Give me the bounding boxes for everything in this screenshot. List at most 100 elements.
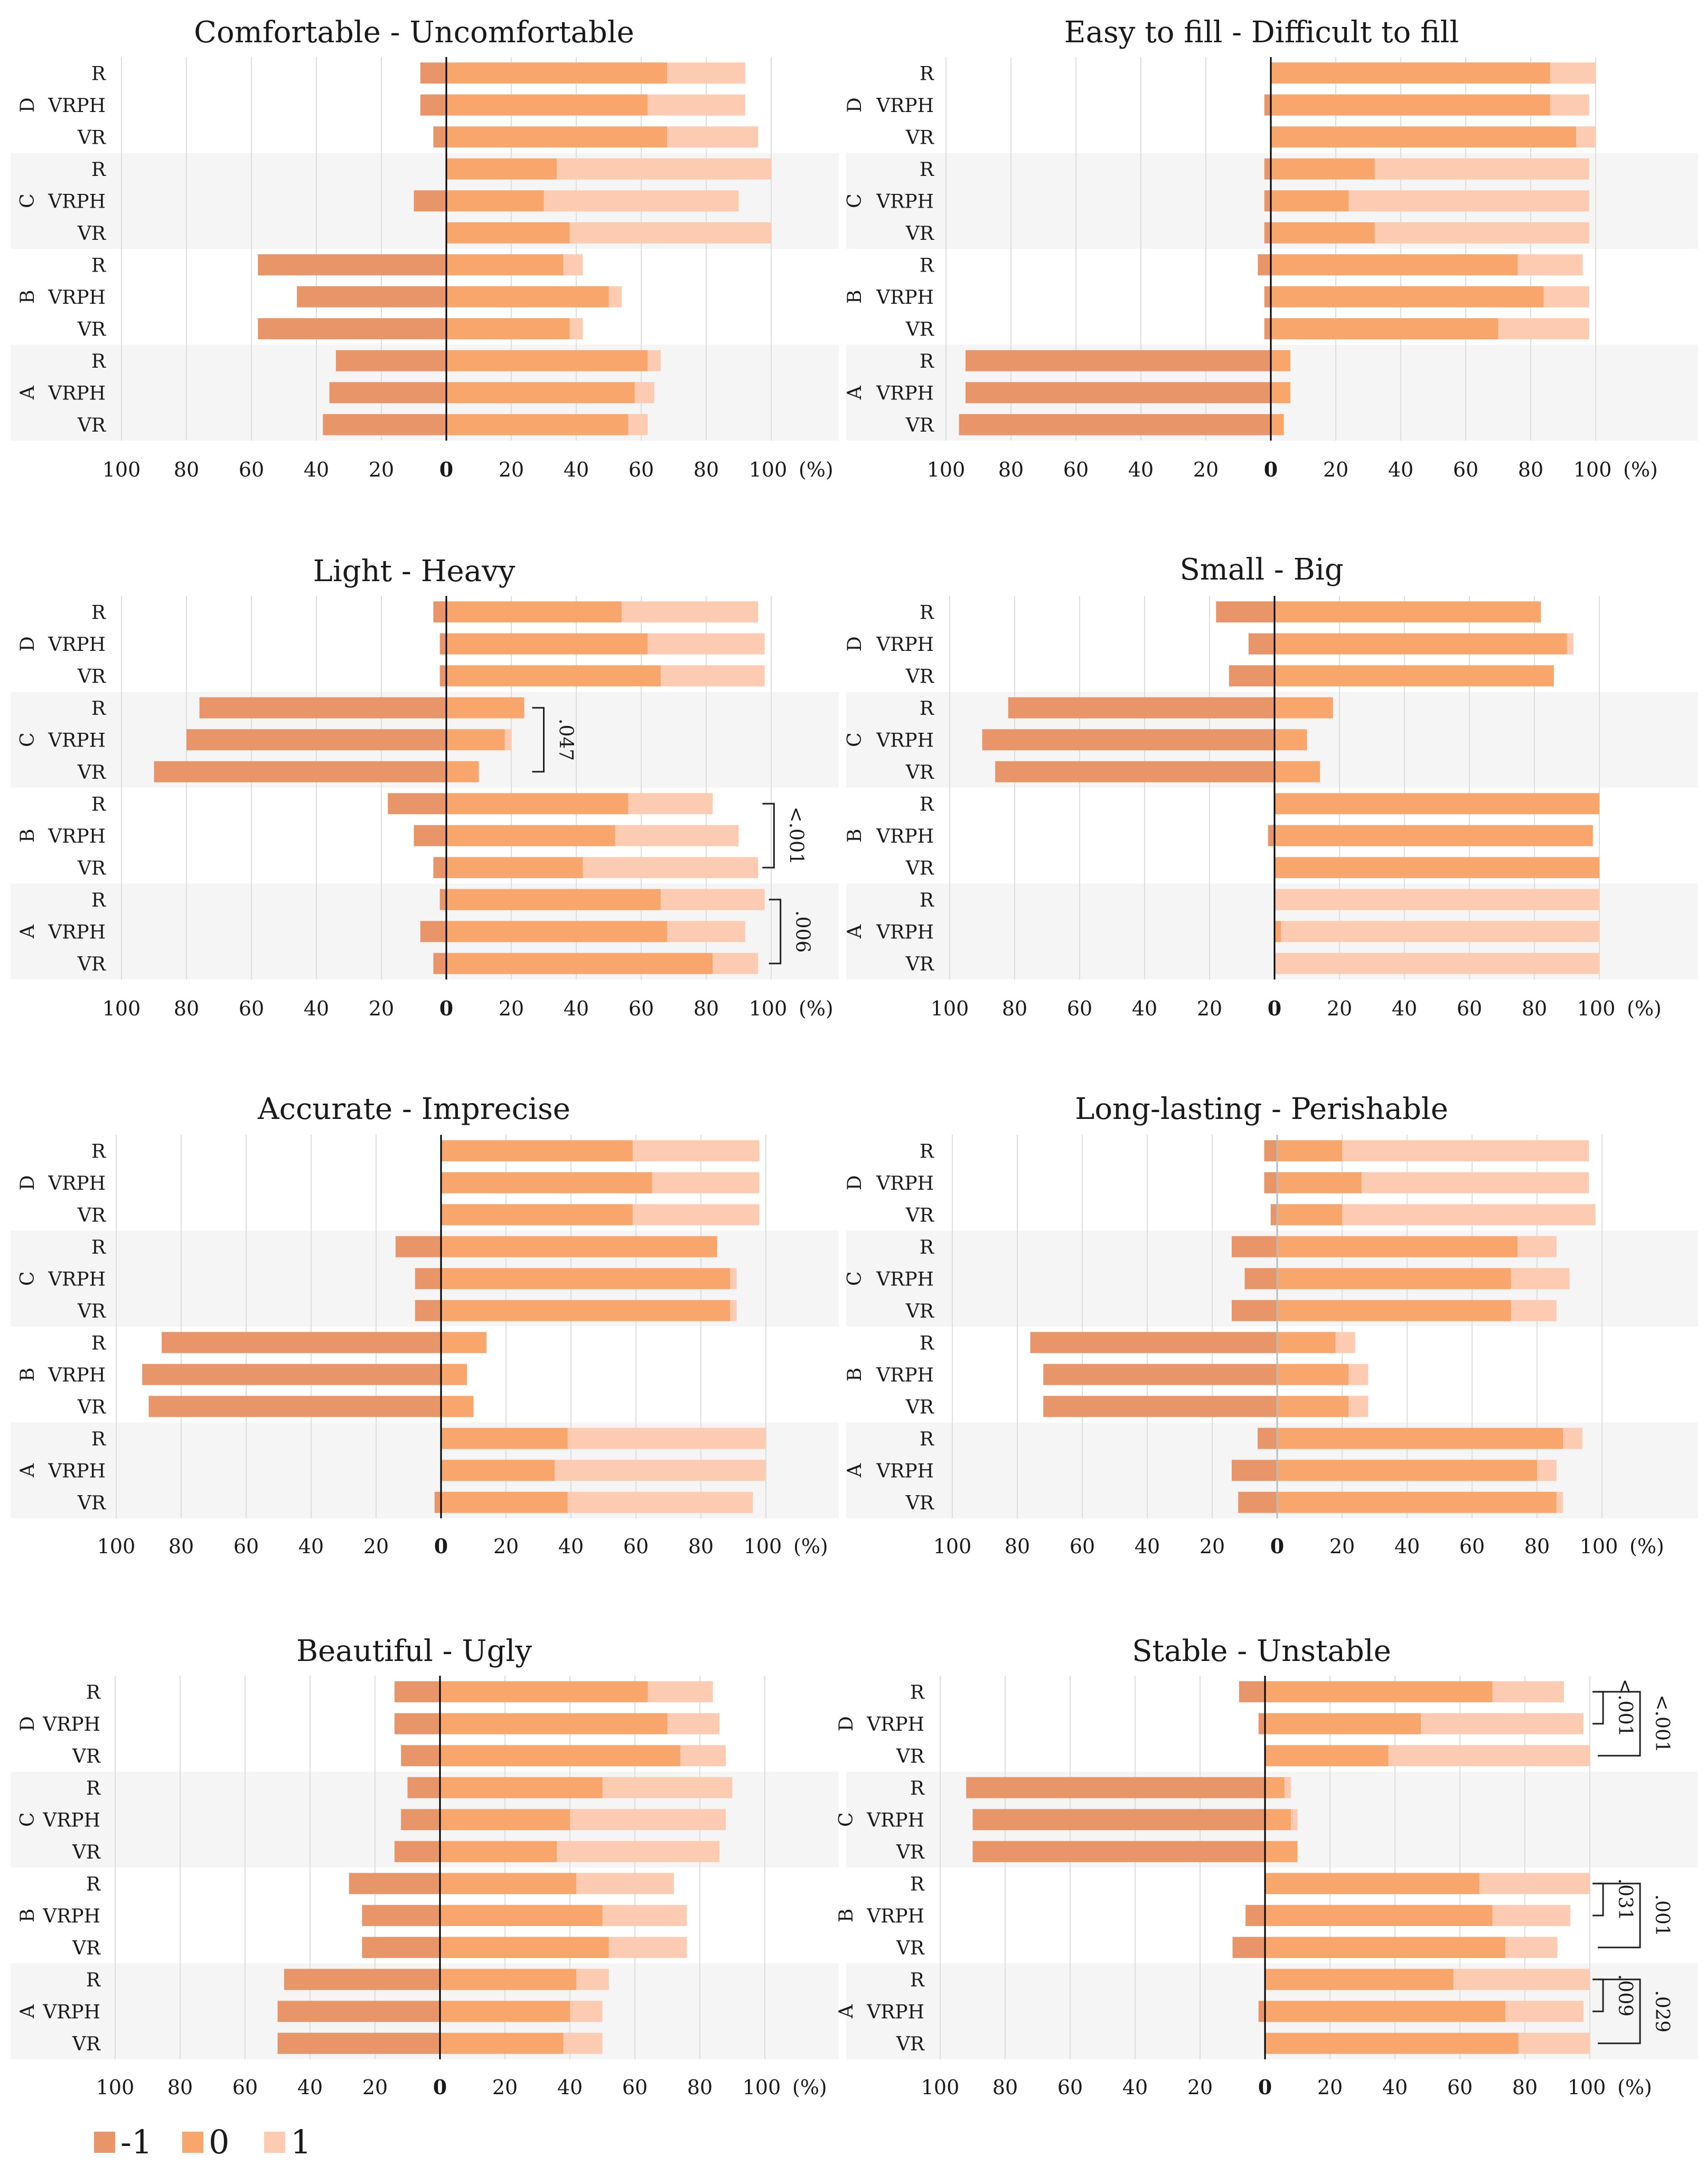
bar-negative: [966, 1777, 1265, 1798]
bar-negative: [395, 1236, 441, 1257]
row-label: R: [91, 1141, 106, 1162]
bar-negative: [162, 1332, 442, 1354]
bar-neutral: [1275, 729, 1307, 751]
bar-negative: [401, 1809, 440, 1831]
bar-negative: [414, 190, 446, 212]
bar-negative: [1231, 1300, 1277, 1321]
bar-negative: [1258, 2001, 1265, 2022]
bar-negative: [1245, 1905, 1265, 1926]
tick-label: 20: [499, 458, 524, 481]
tick-label: 20: [362, 2076, 388, 2099]
bar-positive: [634, 382, 654, 404]
tick-label: 80: [174, 458, 199, 481]
chart-title: Long-lasting - Perishable: [1075, 1092, 1448, 1126]
tick-label: 40: [564, 997, 589, 1020]
bar-negative: [1270, 1204, 1277, 1226]
bar-neutral: [446, 158, 557, 180]
tick-label: 60: [232, 2076, 258, 2099]
row-label: R: [910, 1873, 925, 1895]
bar-neutral: [446, 889, 661, 910]
row-label: R: [86, 1778, 101, 1799]
row-label: VR: [905, 666, 934, 687]
bar-negative: [1043, 1364, 1277, 1385]
group-label: D: [17, 636, 39, 651]
bar-neutral: [441, 1300, 730, 1321]
bar-neutral: [1265, 2001, 1506, 2022]
tick-label: 0: [1258, 2075, 1272, 2099]
group-label: D: [17, 1175, 39, 1190]
row-label: VR: [77, 127, 106, 148]
bar-negative: [439, 889, 446, 910]
bar-neutral: [441, 1268, 730, 1290]
group-label: A: [17, 385, 39, 400]
row-label: VR: [905, 127, 934, 148]
group-label: C: [836, 1812, 857, 1827]
chart-panel-1: Comfortable - Uncomfortable R VRPH VR D R VRPH…: [11, 15, 839, 481]
bar-negative: [1231, 1460, 1277, 1481]
bar-neutral: [441, 1204, 633, 1226]
tick-label: 40: [1388, 458, 1413, 481]
bar-positive: [1421, 1713, 1584, 1734]
row-label: VRPH: [48, 1173, 106, 1194]
bar-neutral: [446, 414, 629, 435]
bar-negative: [995, 761, 1275, 782]
bar-neutral: [1277, 1268, 1511, 1290]
row-label: VRPH: [866, 1809, 924, 1831]
bar-positive: [622, 601, 758, 623]
bar-negative: [1239, 1681, 1265, 1703]
bar-negative: [1264, 1172, 1277, 1193]
significance-bracket: [1592, 1882, 1604, 1917]
group-label: A: [844, 924, 866, 939]
tick-label: 60: [1063, 458, 1089, 481]
row-label: R: [91, 63, 106, 85]
bar-neutral: [1277, 1427, 1563, 1449]
bar-neutral: [446, 697, 524, 718]
unit-label: (%): [1627, 997, 1662, 1020]
row-label: R: [91, 351, 106, 372]
bar-negative: [433, 126, 446, 148]
row-label: R: [86, 1682, 101, 1703]
group-label: D: [836, 1716, 857, 1731]
bar-positive: [632, 1204, 760, 1226]
bar-negative: [186, 729, 446, 751]
bar-negative: [1258, 254, 1271, 276]
bar-neutral: [1277, 1172, 1362, 1193]
bar-negative: [154, 761, 446, 782]
row-label: VRPH: [876, 826, 934, 847]
bar-negative: [1258, 1427, 1277, 1449]
group-label: D: [844, 1175, 866, 1190]
group-label: A: [17, 1463, 39, 1478]
row-label: R: [91, 1237, 106, 1258]
chart-title: Beautiful - Ugly: [296, 1634, 532, 1668]
bar-neutral: [441, 1396, 474, 1417]
row-label: VRPH: [48, 287, 106, 309]
p-value-label: .029: [1651, 1990, 1673, 2032]
bar-negative: [1264, 222, 1271, 244]
bar-neutral: [446, 665, 661, 687]
tick-label: 20: [1197, 997, 1222, 1020]
bar-neutral: [446, 318, 570, 340]
group-label: C: [17, 732, 39, 747]
bar-neutral: [1275, 601, 1541, 623]
tick-label: 80: [1522, 997, 1547, 1020]
bar-neutral: [446, 761, 479, 782]
tick-label: 100: [927, 458, 966, 481]
bar-negative: [297, 286, 446, 307]
bar-negative: [439, 665, 446, 687]
bar-negative: [420, 921, 446, 942]
bar-neutral: [1271, 222, 1375, 244]
bar-negative: [329, 382, 446, 404]
bar-neutral: [446, 350, 648, 371]
row-label: VRPH: [876, 1173, 934, 1194]
row-label: VRPH: [48, 921, 106, 943]
bar-neutral: [440, 2032, 564, 2054]
row-label: VRPH: [48, 1460, 106, 1482]
row-label: VR: [905, 415, 934, 436]
tick-label: 100: [749, 458, 788, 481]
bar-neutral: [440, 1968, 577, 1990]
bar-neutral: [1271, 254, 1518, 276]
bar-negative: [965, 382, 1271, 404]
chart-panel-2: Easy to fill - Difficult to fill R VRPH VR D…: [844, 15, 1698, 481]
bar-negative: [401, 1745, 440, 1767]
bar-positive: [1498, 318, 1589, 340]
